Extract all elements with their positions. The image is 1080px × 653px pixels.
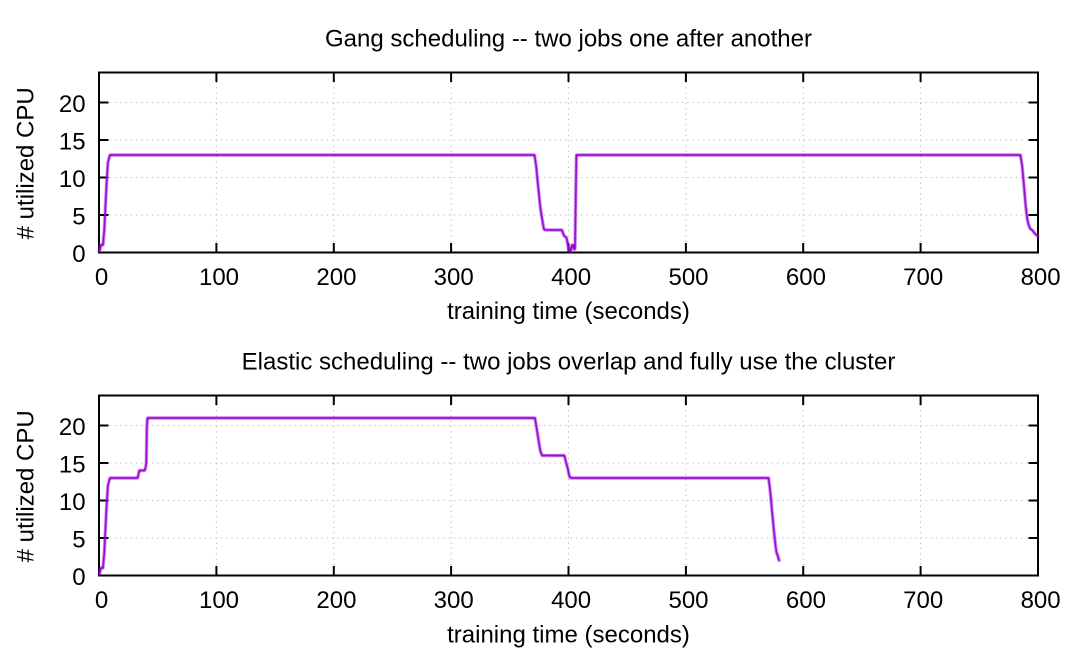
svg-text:700: 700 — [903, 587, 943, 614]
svg-text:100: 100 — [199, 587, 239, 614]
svg-text:700: 700 — [903, 264, 943, 291]
svg-text:0: 0 — [72, 564, 85, 591]
svg-text:300: 300 — [434, 587, 474, 614]
svg-text:15: 15 — [59, 129, 86, 156]
svg-text:5: 5 — [72, 204, 85, 231]
svg-text:# utilized CPU: # utilized CPU — [12, 410, 39, 562]
svg-text:600: 600 — [786, 587, 826, 614]
svg-text:Gang scheduling -- two jobs on: Gang scheduling -- two jobs one after an… — [325, 25, 812, 52]
svg-text:100: 100 — [199, 264, 239, 291]
svg-text:800: 800 — [1021, 587, 1061, 614]
svg-text:0: 0 — [72, 241, 85, 268]
svg-text:training time (seconds): training time (seconds) — [447, 622, 690, 649]
svg-text:500: 500 — [668, 264, 708, 291]
svg-text:400: 400 — [551, 587, 591, 614]
svg-text:20: 20 — [59, 91, 86, 118]
svg-text:800: 800 — [1021, 264, 1061, 291]
svg-text:300: 300 — [434, 264, 474, 291]
svg-text:10: 10 — [59, 166, 86, 193]
svg-text:Elastic scheduling -- two jobs: Elastic scheduling -- two jobs overlap a… — [242, 349, 896, 376]
svg-text:200: 200 — [316, 264, 356, 291]
svg-text:# utilized CPU: # utilized CPU — [12, 87, 39, 239]
svg-text:0: 0 — [95, 264, 108, 291]
svg-text:15: 15 — [59, 452, 86, 479]
svg-text:0: 0 — [95, 587, 108, 614]
svg-text:training time (seconds): training time (seconds) — [447, 298, 690, 325]
svg-text:20: 20 — [59, 414, 86, 441]
svg-text:400: 400 — [551, 264, 591, 291]
svg-text:600: 600 — [786, 264, 826, 291]
svg-text:200: 200 — [316, 587, 356, 614]
svg-text:10: 10 — [59, 489, 86, 516]
svg-text:500: 500 — [668, 587, 708, 614]
svg-text:5: 5 — [72, 527, 85, 554]
